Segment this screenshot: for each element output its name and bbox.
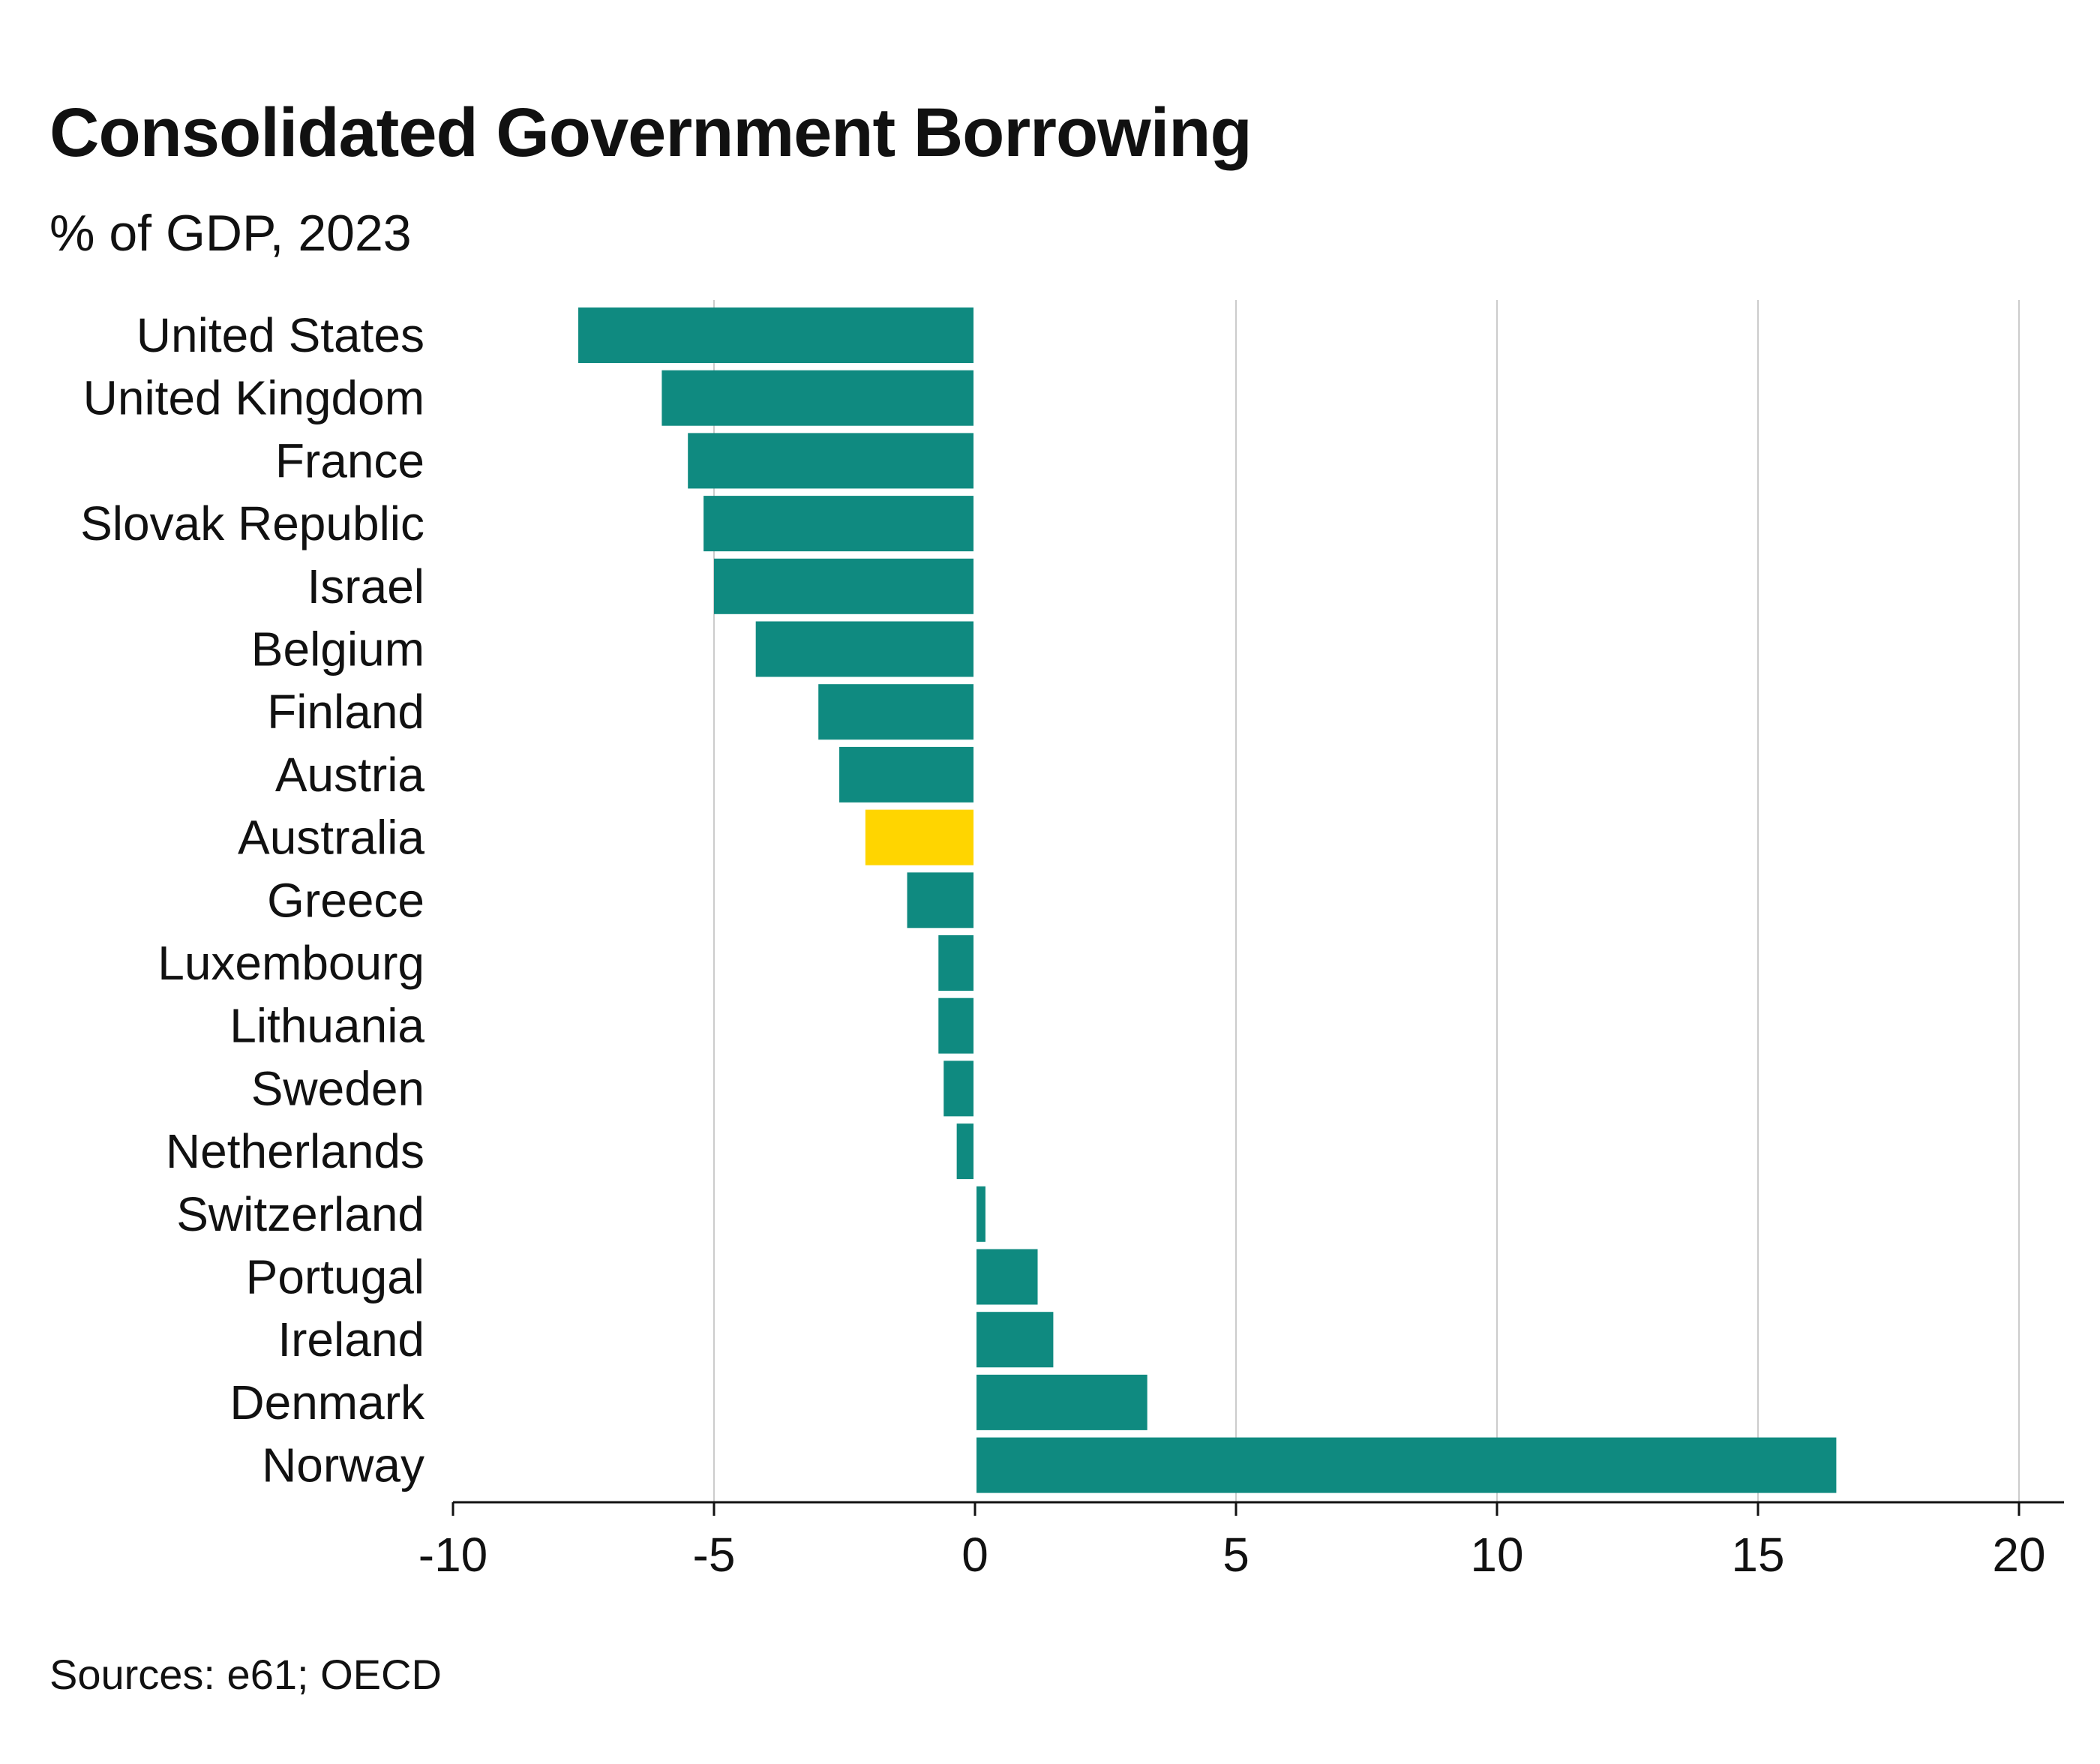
category-label: Slovak Republic bbox=[80, 496, 424, 550]
x-tick-label: 10 bbox=[1470, 1528, 1523, 1582]
bar-switzerland bbox=[975, 1186, 986, 1242]
bar-france bbox=[688, 433, 975, 489]
category-label: Norway bbox=[262, 1438, 424, 1492]
bar-australia bbox=[865, 809, 975, 866]
category-label: Netherlands bbox=[166, 1124, 424, 1178]
category-label: France bbox=[275, 434, 424, 488]
bar-austria bbox=[839, 746, 975, 802]
category-label: Finland bbox=[267, 685, 424, 739]
bar-ireland bbox=[975, 1312, 1054, 1368]
category-label: Greece bbox=[267, 873, 424, 927]
bar-luxembourg bbox=[938, 935, 975, 991]
category-label: Denmark bbox=[230, 1376, 425, 1430]
bar-norway bbox=[975, 1437, 1837, 1493]
category-label: Lithuania bbox=[230, 999, 424, 1053]
category-label: Austria bbox=[275, 748, 425, 802]
bar-netherlands bbox=[956, 1124, 975, 1180]
category-label: Portugal bbox=[246, 1250, 424, 1304]
chart-title: Consolidated Government Borrowing bbox=[50, 94, 1252, 171]
category-label: Luxembourg bbox=[158, 936, 424, 990]
x-tick-label: -5 bbox=[693, 1528, 736, 1582]
x-tick-label: 20 bbox=[1992, 1528, 2045, 1582]
bar-united-states bbox=[578, 308, 975, 363]
category-label: United Kingdom bbox=[83, 371, 424, 425]
category-label: Belgium bbox=[251, 622, 424, 676]
x-tick-label: 5 bbox=[1222, 1528, 1250, 1582]
x-axis: -10 -5 0 5 10 15 20 bbox=[418, 1501, 2064, 1582]
category-label: Ireland bbox=[278, 1312, 424, 1366]
x-tick-label: 15 bbox=[1731, 1528, 1784, 1582]
bar-greece bbox=[907, 872, 975, 928]
source-note: Sources: e61; OECD bbox=[50, 1651, 442, 1698]
category-label: Israel bbox=[308, 560, 425, 614]
category-label: Australia bbox=[238, 811, 424, 865]
bar-belgium bbox=[755, 621, 975, 677]
bar-finland bbox=[818, 684, 975, 740]
bar-denmark bbox=[975, 1374, 1148, 1430]
category-label: Switzerland bbox=[176, 1187, 424, 1241]
category-labels: United States United Kingdom France Slovak … bbox=[80, 308, 425, 1492]
x-tick-label: 0 bbox=[962, 1528, 988, 1582]
bar-lithuania bbox=[938, 998, 975, 1054]
bars bbox=[578, 300, 1837, 1502]
bar-israel bbox=[714, 558, 975, 614]
bar-slovak-republic bbox=[704, 496, 975, 552]
chart-subtitle: % of GDP, 2023 bbox=[50, 205, 412, 262]
category-label: Sweden bbox=[251, 1061, 424, 1115]
bar-sweden bbox=[944, 1060, 975, 1117]
bar-portugal bbox=[975, 1249, 1038, 1305]
x-tick-label: -10 bbox=[418, 1528, 488, 1582]
bar-united-kingdom bbox=[662, 370, 975, 426]
category-label: United States bbox=[136, 308, 424, 362]
